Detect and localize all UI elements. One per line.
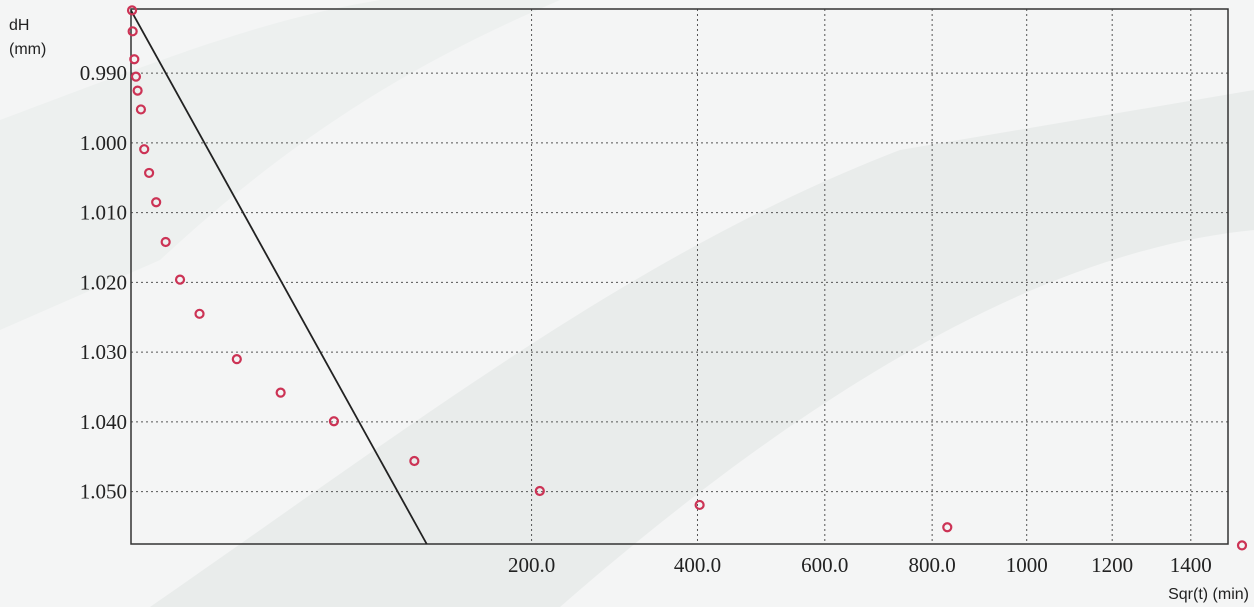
data-point	[275, 387, 286, 398]
data-point	[160, 236, 171, 248]
data-point	[129, 54, 140, 65]
y-tick-labels: 0.990 1.000 1.010 1.020 1.030 1.040 1.050	[80, 61, 127, 504]
data-point	[1236, 540, 1248, 551]
y-axis-title-line2: (mm)	[9, 41, 46, 58]
x-tick-label: 1400	[1170, 553, 1212, 577]
data-point	[132, 85, 143, 96]
y-tick-label: 1.040	[80, 410, 127, 434]
data-point	[409, 455, 420, 467]
data-point	[126, 5, 138, 16]
x-tick-label: 1200	[1091, 553, 1133, 577]
data-point	[194, 308, 205, 319]
y-tick-label: 0.990	[80, 61, 127, 85]
y-tick-label: 1.000	[80, 131, 127, 155]
data-point	[942, 522, 953, 533]
x-tick-label: 400.0	[674, 553, 721, 577]
y-tick-label: 1.020	[80, 270, 127, 294]
data-point	[174, 274, 186, 285]
y-tick-label: 1.050	[80, 480, 127, 504]
data-point	[328, 416, 340, 427]
x-tick-label: 200.0	[508, 553, 555, 577]
x-tick-labels: 200.0 400.0 600.0 800.0 1000 1200 1400	[508, 553, 1212, 577]
x-tick-label: 600.0	[801, 553, 848, 577]
y-tick-label: 1.010	[80, 201, 127, 225]
data-point	[694, 499, 705, 511]
data-point	[127, 26, 138, 37]
data-point	[151, 197, 162, 208]
data-points	[126, 5, 1248, 551]
data-point	[135, 104, 147, 115]
grid	[131, 9, 1228, 544]
plot-frame	[130, 8, 1229, 545]
data-point	[139, 144, 150, 155]
x-axis-title: Sqr(t) (min)	[1168, 586, 1249, 603]
y-tick-label: 1.030	[80, 340, 127, 364]
data-point	[144, 167, 155, 179]
data-point	[130, 71, 142, 82]
data-point	[534, 485, 545, 497]
x-tick-label: 1000	[1006, 553, 1048, 577]
x-tick-label: 800.0	[909, 553, 956, 577]
fit-line	[130, 9, 428, 545]
y-axis-title-line1: dH	[9, 17, 29, 34]
data-point	[231, 354, 242, 365]
